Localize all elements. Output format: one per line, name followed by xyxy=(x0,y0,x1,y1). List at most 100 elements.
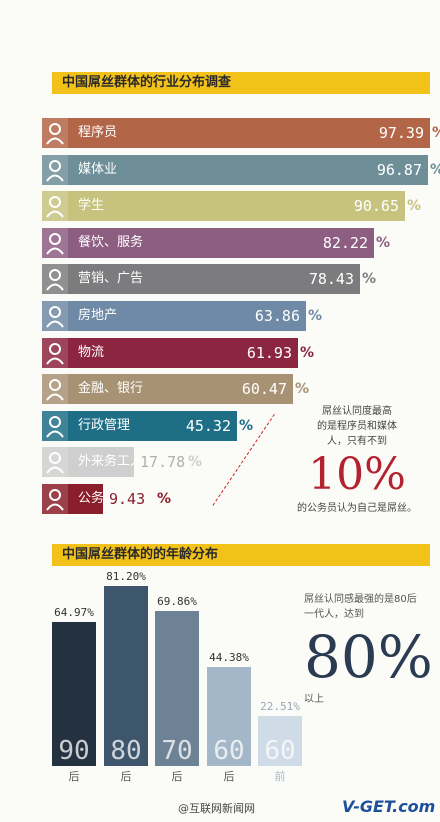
industry-value: 63.86 xyxy=(254,307,300,325)
person-icon xyxy=(42,228,68,258)
industry-bar xyxy=(68,484,103,514)
industry-percent-sign: % xyxy=(188,454,203,470)
industry-value: 96.87 xyxy=(376,161,422,179)
age-value: 44.38% xyxy=(209,651,249,664)
age-bar xyxy=(258,716,302,766)
note-line: 一代人，达到 xyxy=(304,609,364,620)
age-decade: 60 xyxy=(213,736,245,766)
industry-chart-title: 中国屌丝群体的行业分布调查 xyxy=(52,72,430,94)
industry-value: 61.93 xyxy=(246,344,292,362)
person-icon xyxy=(42,301,68,331)
industry-row: 外来务工人员 17.78% xyxy=(42,447,202,477)
age-bar xyxy=(207,667,251,766)
industry-note: 屌丝认同度最高 的是程序员和媒体 人，只有不到 10% 的公务员认为自己是屌丝。 xyxy=(286,404,428,516)
industry-bar xyxy=(68,301,306,331)
industry-label: 房地产 xyxy=(78,308,118,323)
brand-logo: V-GET.com xyxy=(342,797,436,816)
age-chart-title: 中国屌丝群体的的年龄分布 xyxy=(52,544,430,566)
age-note: 屌丝认同感最强的是80后 一代人，达到 80% 以上 xyxy=(304,592,433,707)
industry-label: 物流 xyxy=(78,345,105,360)
industry-label: 学生 xyxy=(78,198,105,213)
note-highlight: 80% xyxy=(304,623,433,691)
age-bar xyxy=(104,586,148,766)
age-value: 81.20% xyxy=(106,570,146,583)
industry-label: 金融、银行 xyxy=(78,381,144,396)
person-icon xyxy=(42,264,68,294)
industry-label: 程序员 xyxy=(78,125,118,140)
industry-value: 82.22 xyxy=(322,234,368,252)
note-line: 以上 xyxy=(304,694,324,705)
age-suffix: 后 xyxy=(223,770,235,783)
person-icon xyxy=(42,411,68,441)
age-bar xyxy=(155,611,199,766)
person-icon xyxy=(42,374,68,404)
industry-percent-sign: % xyxy=(300,345,315,361)
industry-row: 房地产 63.86% xyxy=(42,301,346,331)
industry-bar xyxy=(68,118,430,148)
age-value: 64.97% xyxy=(54,606,94,619)
age-decade: 60 xyxy=(264,736,296,766)
industry-label: 公务员 xyxy=(78,491,118,506)
industry-row: 公务员 9.43% xyxy=(42,484,171,514)
age-value: 69.86% xyxy=(157,595,197,608)
industry-percent-sign: % xyxy=(407,198,422,214)
age-decade: 70 xyxy=(161,736,193,766)
industry-row: 行政管理 45.32% xyxy=(42,411,277,441)
industry-row: 媒体业 96.87% xyxy=(42,155,440,185)
industry-percent-sign: % xyxy=(295,381,310,397)
industry-percent-sign: % xyxy=(432,118,440,148)
industry-percent-sign: % xyxy=(362,271,377,287)
industry-row: 学生 90.65% xyxy=(42,191,440,221)
age-suffix: 后 xyxy=(120,770,132,783)
industry-bar xyxy=(68,374,293,404)
industry-value: 45.32 xyxy=(185,417,231,435)
source-credit: @互联网新闻网 xyxy=(178,802,255,815)
industry-bar xyxy=(68,228,374,258)
industry-row: 程序员 97.39% xyxy=(42,118,440,148)
industry-value: 90.65 xyxy=(353,197,399,215)
industry-bar xyxy=(68,155,428,185)
industry-value: 9.43 xyxy=(109,490,146,508)
industry-percent-sign: % xyxy=(376,235,391,251)
industry-row: 营销、广告 78.43% xyxy=(42,264,400,294)
note-line: 屌丝认同度最高 xyxy=(322,406,392,417)
note-line: 的是程序员和媒体 xyxy=(317,421,397,432)
industry-percent-sign: % xyxy=(308,308,323,324)
industry-label: 外来务工人员 xyxy=(78,454,157,469)
age-suffix: 前 xyxy=(274,770,286,783)
note-line: 的公务员认为自己是屌丝。 xyxy=(297,503,417,514)
industry-percent-sign: % xyxy=(430,155,440,185)
industry-bar xyxy=(68,447,134,477)
industry-percent-sign: % xyxy=(239,418,254,434)
age-suffix: 后 xyxy=(171,770,183,783)
age-suffix: 后 xyxy=(68,770,80,783)
person-icon xyxy=(42,338,68,368)
industry-value: 97.39 xyxy=(378,124,424,142)
industry-percent-sign: % xyxy=(157,491,172,507)
age-decade: 80 xyxy=(110,736,142,766)
industry-bar xyxy=(68,264,360,294)
industry-row: 餐饮、服务 82.22% xyxy=(42,228,414,258)
age-value: 22.51% xyxy=(260,700,300,713)
age-bar xyxy=(52,622,96,766)
industry-label: 餐饮、服务 xyxy=(78,235,144,250)
industry-bar xyxy=(68,338,298,368)
note-highlight: 10% xyxy=(308,449,406,500)
industry-bar xyxy=(68,411,237,441)
industry-value: 78.43 xyxy=(308,270,354,288)
person-icon xyxy=(42,447,68,477)
industry-label: 营销、广告 xyxy=(78,271,144,286)
person-icon xyxy=(42,155,68,185)
industry-row: 金融、银行 60.47% xyxy=(42,374,333,404)
industry-label: 行政管理 xyxy=(78,418,131,433)
industry-value: 17.78 xyxy=(140,453,186,471)
industry-row: 物流 61.93% xyxy=(42,338,338,368)
note-line: 屌丝认同感最强的是80后 xyxy=(304,594,417,605)
person-icon xyxy=(42,484,68,514)
industry-bar xyxy=(68,191,405,221)
person-icon xyxy=(42,191,68,221)
industry-label: 媒体业 xyxy=(78,162,118,177)
industry-value: 60.47 xyxy=(241,380,287,398)
age-decade: 90 xyxy=(58,736,90,766)
note-line: 人，只有不到 xyxy=(327,436,387,447)
